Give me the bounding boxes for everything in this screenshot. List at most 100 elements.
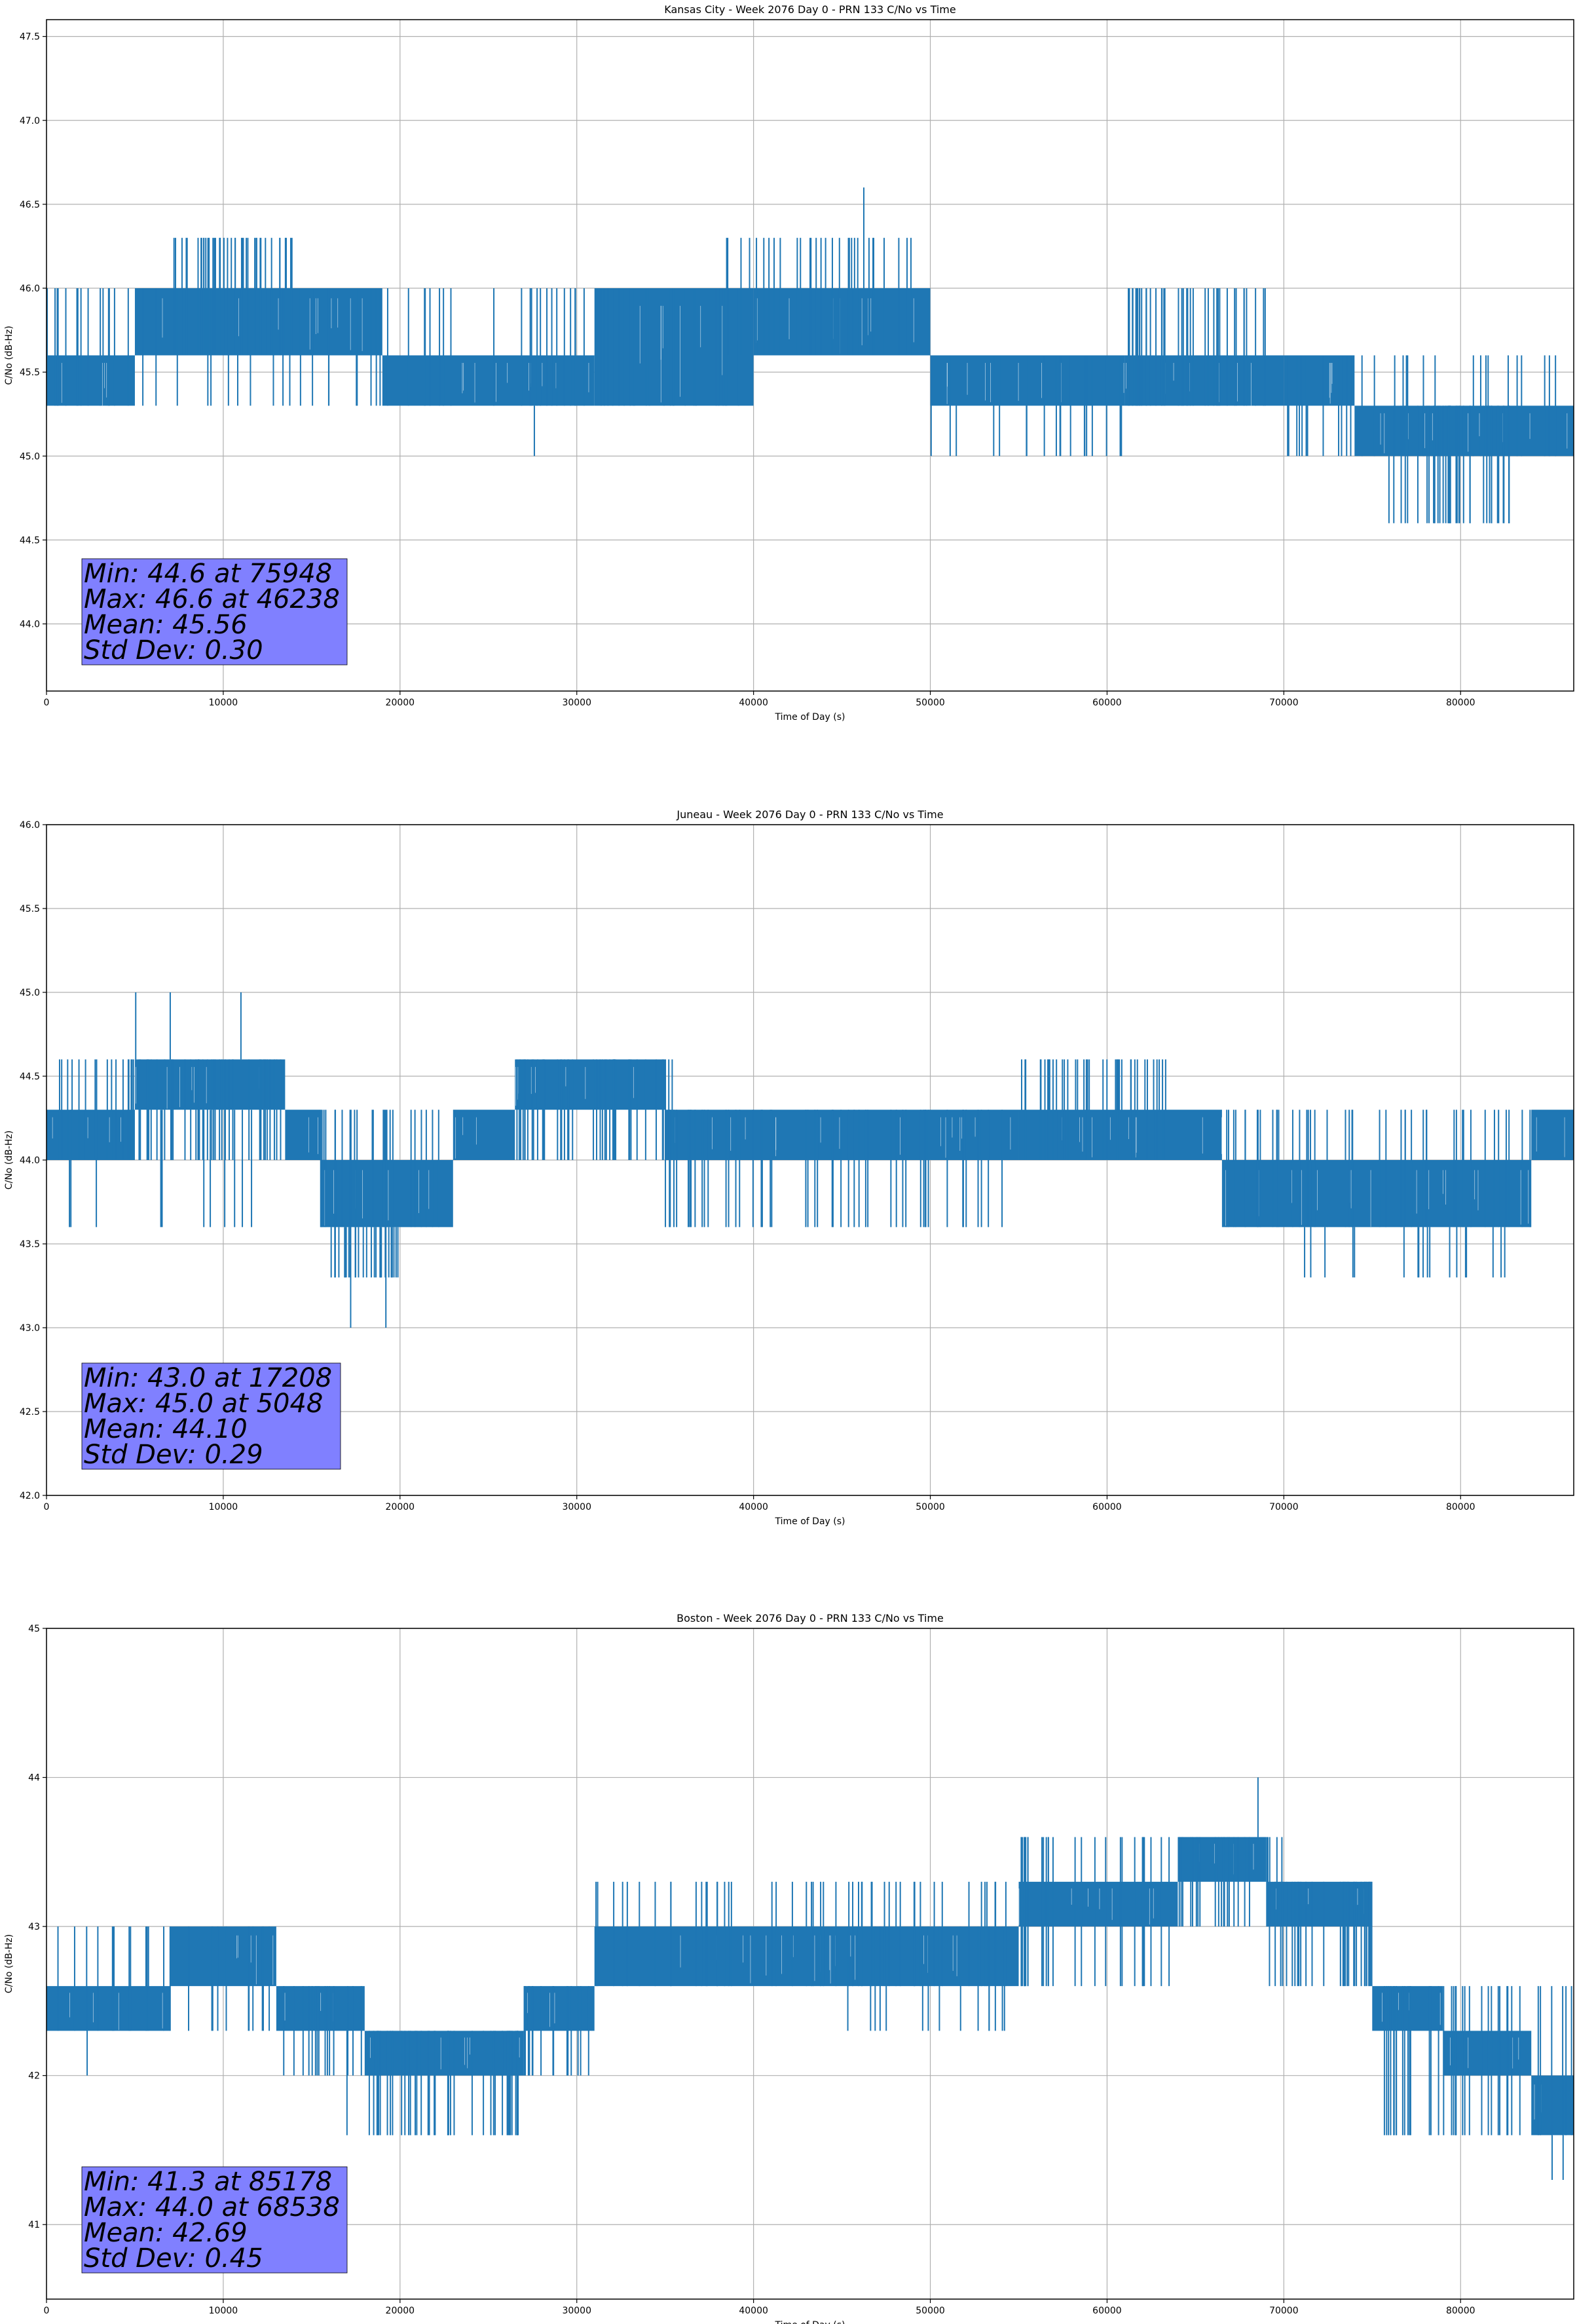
- y-tick-label: 43.5: [20, 1239, 40, 1250]
- stats-line: Std Dev: 0.29: [84, 1440, 263, 1470]
- series-band-segment: [930, 355, 1125, 406]
- x-axis-label: Time of Day (s): [775, 712, 845, 722]
- y-tick-label: 45.5: [20, 904, 40, 914]
- y-tick-label: 42.5: [20, 1407, 40, 1417]
- x-tick-label: 20000: [386, 1502, 415, 1512]
- stats-line: Std Dev: 0.45: [84, 2243, 263, 2274]
- series-band-segment: [515, 1059, 665, 1110]
- y-tick-label: 45.0: [20, 988, 40, 998]
- series-band-segment: [1284, 355, 1355, 406]
- stats-line: Min: 43.0 at 17208: [84, 1363, 332, 1393]
- stats-line: Mean: 42.69: [84, 2218, 248, 2248]
- y-tick-label: 46.5: [20, 200, 40, 210]
- stats-line: Mean: 44.10: [84, 1414, 248, 1444]
- series-band-segment: [285, 1110, 321, 1160]
- y-axis-label: C/No (dB-Hz): [4, 1934, 14, 1993]
- stats-box: [81, 2166, 348, 2274]
- stats-line: Min: 41.3 at 85178: [84, 2167, 332, 2197]
- series-band-segment: [382, 355, 595, 406]
- series-band-segment: [1018, 1110, 1090, 1160]
- stats-line: Min: 44.6 at 75948: [84, 559, 332, 589]
- data-layer: [46, 1777, 1574, 2180]
- x-tick-label: 50000: [916, 2306, 945, 2316]
- x-tick-label: 20000: [386, 2306, 415, 2316]
- x-tick-label: 30000: [562, 1502, 591, 1512]
- y-tick-label: 43.0: [20, 1323, 40, 1334]
- x-tick-label: 0: [44, 698, 50, 708]
- series-band-segment: [134, 288, 382, 356]
- y-tick-label: 44.0: [20, 620, 40, 630]
- x-tick-label: 40000: [739, 2306, 768, 2316]
- y-tick-label: 45: [28, 1624, 40, 1634]
- x-tick-label: 10000: [209, 1502, 238, 1512]
- series-band-segment: [1089, 1110, 1222, 1160]
- series-band-segment: [523, 1986, 595, 2031]
- series-band-segment: [1124, 355, 1284, 406]
- y-tick-label: 47.5: [20, 32, 40, 43]
- data-layer: [46, 992, 1574, 1328]
- x-tick-label: 70000: [1269, 2306, 1299, 2316]
- axes-frame: [46, 19, 1574, 692]
- series-band-segment: [1443, 2031, 1532, 2076]
- y-tick-label: 44.0: [20, 1155, 40, 1166]
- x-tick-label: 80000: [1446, 1502, 1475, 1512]
- chart-0: 0 10000 20000 30000 40000 50000 60000 70000 8000…: [4, 3, 1574, 722]
- y-axis-label: C/No (dB-Hz): [4, 326, 14, 384]
- x-tick-label: 50000: [916, 698, 945, 708]
- x-tick-label: 60000: [1092, 1502, 1122, 1512]
- y-tick-label: 44.5: [20, 1072, 40, 1082]
- stats-line: Std Dev: 0.30: [84, 635, 263, 665]
- x-tick-label: 0: [44, 1502, 50, 1512]
- y-axis-label: C/No (dB-Hz): [4, 1131, 14, 1190]
- x-tick-label: 80000: [1446, 2306, 1475, 2316]
- x-tick-label: 40000: [739, 1502, 768, 1512]
- y-tick-label: 41: [28, 2220, 40, 2230]
- x-tick-label: 0: [44, 2306, 50, 2316]
- y-tick-label: 42.0: [20, 1491, 40, 1501]
- data-layer: [46, 187, 1574, 523]
- chart-title: Juneau - Week 2076 Day 0 - PRN 133 C/No …: [676, 808, 943, 821]
- x-tick-label: 80000: [1446, 698, 1475, 708]
- axes-frame: [46, 1628, 1574, 2300]
- stats-box: [81, 1362, 341, 1470]
- plots-container: 0 10000 20000 30000 40000 50000 60000 70000 8000…: [4, 3, 1574, 2324]
- y-tick-label: 45.5: [20, 367, 40, 378]
- stats-box: [81, 558, 348, 665]
- stats-line: Mean: 45.56: [84, 610, 248, 640]
- series-band-segment: [453, 1110, 515, 1160]
- x-tick-label: 20000: [386, 698, 415, 708]
- chart-title: Boston - Week 2076 Day 0 - PRN 133 C/No …: [677, 1612, 944, 1624]
- y-tick-label: 44.5: [20, 535, 40, 546]
- x-tick-label: 30000: [562, 698, 591, 708]
- stats-line: Max: 44.0 at 68538: [84, 2192, 340, 2222]
- x-tick-label: 10000: [209, 2306, 238, 2316]
- x-tick-label: 70000: [1269, 1502, 1299, 1512]
- x-tick-label: 10000: [209, 698, 238, 708]
- x-tick-label: 60000: [1092, 698, 1122, 708]
- y-tick-label: 44: [28, 1773, 40, 1784]
- y-tick-label: 42: [28, 2071, 40, 2082]
- series-band-segment: [46, 355, 135, 406]
- x-tick-label: 50000: [916, 1502, 945, 1512]
- x-tick-label: 70000: [1269, 698, 1299, 708]
- x-tick-label: 60000: [1092, 2306, 1122, 2316]
- series-band-segment: [1221, 1160, 1532, 1228]
- x-axis-label: Time of Day (s): [775, 2320, 845, 2324]
- chart-2: 0 10000 20000 30000 40000 50000 60000 70000 8000…: [4, 1612, 1574, 2324]
- y-tick-label: 47.0: [20, 116, 40, 126]
- series-band-segment: [364, 2031, 524, 2076]
- y-tick-label: 46.0: [20, 820, 40, 831]
- y-tick-label: 46.0: [20, 284, 40, 294]
- chart-1: 0 10000 20000 30000 40000 50000 60000 70000 8000…: [4, 808, 1574, 1527]
- stats-line: Max: 45.0 at 5048: [84, 1389, 323, 1419]
- y-tick-label: 43: [28, 1922, 40, 1932]
- stats-line: Max: 46.6 at 46238: [84, 584, 340, 614]
- x-axis-label: Time of Day (s): [775, 1516, 845, 1527]
- series-band-segment: [753, 288, 931, 356]
- chart-title: Kansas City - Week 2076 Day 0 - PRN 133 …: [664, 3, 955, 16]
- x-tick-label: 40000: [739, 698, 768, 708]
- series-band-segment: [1531, 1110, 1574, 1160]
- series-band-segment: [170, 1926, 276, 1987]
- y-tick-label: 45.0: [20, 451, 40, 462]
